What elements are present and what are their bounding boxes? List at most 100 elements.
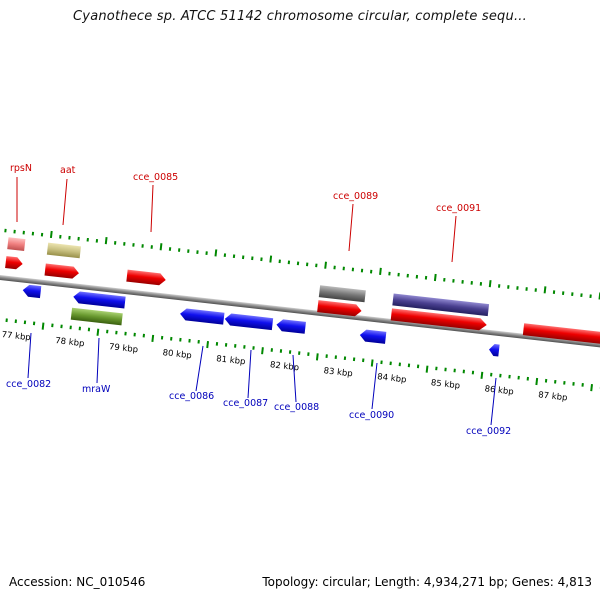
tick-mark (132, 243, 135, 247)
gene-label[interactable]: cce_0092 (466, 426, 511, 437)
tick-mark (590, 384, 593, 392)
gene-label[interactable]: cce_0087 (223, 398, 268, 409)
tick-mark (572, 381, 575, 386)
gene-label[interactable]: cce_0082 (6, 379, 51, 390)
tick-mark (260, 257, 263, 262)
gene-cce-0092[interactable] (488, 343, 500, 357)
gene-label[interactable]: mraW (82, 384, 111, 395)
tick-mark (160, 335, 164, 340)
tick-mark (561, 291, 565, 295)
tick-mark (554, 379, 557, 384)
tick-mark (360, 268, 364, 273)
tick-mark (388, 271, 391, 276)
tick-mark (241, 255, 245, 260)
tick-mark (177, 248, 181, 252)
tick-mark (197, 339, 200, 344)
scale-label: 81 kbp (216, 354, 246, 367)
gene-cce-0088[interactable] (276, 319, 306, 334)
tick-mark (462, 369, 465, 374)
tick-mark (232, 254, 236, 259)
tick-mark (563, 380, 566, 385)
tick-mark (279, 349, 283, 353)
gene-rpsN[interactable] (5, 256, 23, 270)
tick-mark (106, 329, 109, 334)
tick-mark (370, 359, 374, 367)
tick-mark (59, 234, 62, 239)
gene-mraW[interactable] (73, 291, 126, 309)
gene-cce-0082[interactable] (22, 284, 42, 299)
tick-mark (13, 229, 16, 234)
tick-mark (334, 355, 337, 360)
tick-mark (507, 285, 510, 289)
scale-labels: 77 kbp 78 kbp 79 kbp 80 kbp 81 kbp 82 kbp 83 k… (1, 330, 568, 403)
scale-label: 82 kbp (269, 360, 299, 373)
bottom-scale-ticks (5, 318, 600, 392)
leader-line (247, 349, 252, 399)
tick-mark (32, 321, 36, 326)
tick-mark (206, 340, 210, 349)
gene-label[interactable]: rpsN (10, 163, 32, 174)
gene-cce-0085[interactable] (126, 269, 166, 286)
leader-line (348, 203, 354, 252)
tick-mark (179, 337, 182, 342)
tick-mark (142, 333, 146, 338)
tick-mark (571, 292, 574, 296)
gene-cce-0086[interactable] (179, 308, 225, 325)
feature-navy-cce-0091[interactable] (392, 293, 490, 317)
tick-mark (96, 328, 100, 336)
tick-mark (60, 324, 63, 329)
gene-label[interactable]: cce_0091 (436, 203, 481, 214)
feature-olive-aat[interactable] (46, 242, 81, 259)
tick-mark (490, 372, 493, 377)
gene-cce-0089[interactable] (317, 300, 362, 317)
leader-line (96, 337, 100, 384)
tick-mark (389, 361, 392, 366)
gene-label[interactable]: cce_0086 (169, 391, 214, 402)
tick-mark (205, 251, 208, 255)
gene-cce-0091[interactable] (390, 308, 488, 331)
tick-mark (87, 327, 91, 332)
tick-mark (488, 280, 492, 288)
tick-mark (433, 273, 437, 282)
gene-cce-0087[interactable] (224, 313, 274, 331)
leader-line (292, 354, 297, 403)
tick-mark (296, 261, 300, 266)
tick-mark (95, 238, 99, 243)
gene-label[interactable]: cce_0090 (349, 410, 394, 421)
tick-mark (51, 323, 54, 328)
gene-labels-top: rpsN aat cce_0085 cce_0089 cce_0091 (10, 163, 481, 263)
gene-cce-0090[interactable] (359, 329, 387, 344)
tick-mark (369, 269, 373, 274)
tick-mark (49, 230, 53, 239)
tick-mark (113, 241, 117, 245)
leader-line (150, 184, 154, 233)
feature-gray-cce-0089[interactable] (318, 285, 366, 303)
gene-red-right[interactable] (522, 323, 600, 345)
tick-mark (425, 365, 429, 373)
tick-mark (424, 275, 428, 280)
gene-labels-bottom: cce_0082 mraW cce_0086 cce_0087 cce_0088 cce_… (6, 332, 511, 437)
tick-mark (168, 247, 172, 251)
feature-pink-rpsN[interactable] (7, 237, 26, 252)
tick-mark (324, 261, 327, 269)
gene-aat[interactable] (44, 263, 80, 280)
gene-label[interactable]: aat (60, 165, 76, 176)
gene-label[interactable]: cce_0089 (333, 191, 378, 202)
tick-mark (150, 245, 153, 249)
tick-mark (196, 250, 199, 254)
tick-mark (14, 319, 18, 324)
tick-mark (461, 279, 464, 284)
tick-mark (187, 249, 190, 253)
tick-mark (444, 367, 447, 372)
leader-line (371, 362, 378, 410)
tick-mark (526, 376, 529, 381)
gene-label[interactable]: cce_0085 (133, 172, 178, 183)
gene-label[interactable]: cce_0088 (274, 402, 319, 413)
tick-mark (269, 255, 273, 263)
leader-line (27, 332, 32, 379)
tick-mark (215, 341, 219, 346)
feature-green-mraW[interactable] (70, 307, 123, 326)
tick-mark (31, 231, 35, 236)
tick-mark (471, 370, 475, 375)
